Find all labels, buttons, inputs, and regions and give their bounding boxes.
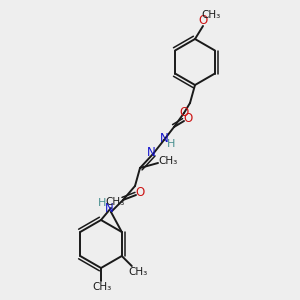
Text: N: N [160, 131, 168, 145]
Text: CH₃: CH₃ [158, 156, 178, 166]
Text: H: H [98, 198, 106, 208]
Text: CH₃: CH₃ [128, 267, 147, 277]
Text: O: O [198, 14, 208, 26]
Text: H: H [167, 139, 175, 149]
Text: N: N [105, 202, 113, 215]
Text: N: N [147, 146, 155, 158]
Text: CH₃: CH₃ [201, 10, 220, 20]
Text: CH₃: CH₃ [92, 282, 112, 292]
Text: CH₃: CH₃ [105, 197, 124, 207]
Text: O: O [183, 112, 193, 125]
Text: O: O [179, 106, 189, 119]
Text: O: O [135, 187, 145, 200]
